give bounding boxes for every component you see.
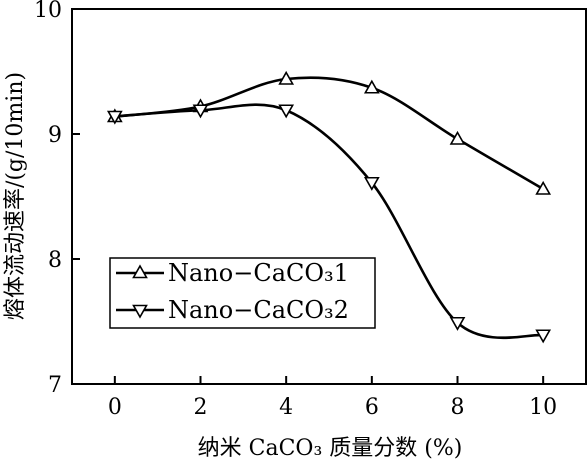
x-tick-label: 10 [529, 395, 557, 420]
series-2-point [535, 329, 552, 344]
axis-ticks: 0 2 4 6 8 10 7 8 9 10 [34, 0, 557, 420]
y-tick-label: 9 [48, 123, 62, 148]
y-tick-label: 7 [48, 373, 62, 398]
plot-frame [71, 8, 587, 385]
y-tick-label: 10 [34, 0, 62, 23]
series-1-point [535, 180, 552, 195]
x-tick-label: 0 [108, 395, 122, 420]
y-axis-title: 熔体流动速率/(g/10min) [3, 72, 28, 320]
series-1-point [278, 70, 295, 85]
legend-marker-triangle-up [132, 264, 148, 279]
y-tick-label: 8 [48, 248, 62, 273]
x-tick-label: 6 [365, 395, 379, 420]
legend-label-series-1: Nano−CaCO₃1 [168, 259, 349, 287]
series-2-point [106, 110, 123, 125]
series-2-point [449, 316, 466, 331]
x-axis-title: 纳米 CaCO₃ 质量分数 (%) [198, 436, 463, 461]
series-2-point [363, 176, 380, 191]
series-1-line [113, 76, 545, 191]
x-tick-label: 4 [279, 395, 293, 420]
series-2-point [278, 104, 295, 119]
x-tick-label: 2 [194, 395, 208, 420]
series-layer [106, 70, 552, 344]
series-1-point [449, 130, 466, 145]
legend-label-series-2: Nano−CaCO₃2 [168, 296, 349, 324]
series-1-point [363, 79, 380, 94]
legend-box [109, 257, 376, 329]
x-tick-label: 8 [451, 395, 465, 420]
legend-marker-triangle-down [132, 304, 148, 319]
legend: Nano−CaCO₃1 Nano−CaCO₃2 [109, 257, 376, 329]
series-2-point [192, 104, 209, 119]
